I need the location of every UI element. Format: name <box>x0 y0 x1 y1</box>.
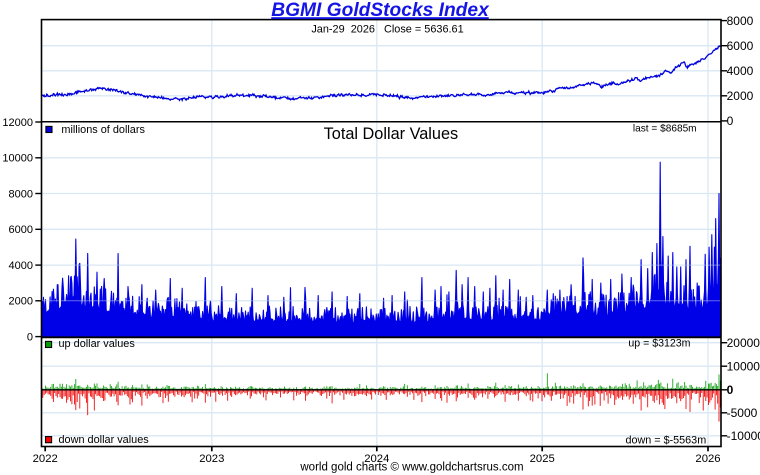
svg-text:-10000: -10000 <box>727 429 760 443</box>
svg-text:2022: 2022 <box>33 453 58 465</box>
svg-text:BGMI GoldStocks Index: BGMI GoldStocks Index <box>271 0 490 21</box>
svg-text:2026: 2026 <box>695 453 720 465</box>
svg-text:Total Dollar Values: Total Dollar Values <box>324 125 459 143</box>
svg-text:0: 0 <box>727 383 734 397</box>
svg-text:2023: 2023 <box>199 453 224 465</box>
svg-text:6000: 6000 <box>9 224 33 236</box>
svg-text:0: 0 <box>727 114 734 128</box>
svg-text:world gold charts © www.goldch: world gold charts © www.goldchartsrus.co… <box>299 462 523 474</box>
svg-text:2025: 2025 <box>530 453 555 465</box>
svg-text:up dollar values: up dollar values <box>59 338 136 350</box>
svg-text:6000: 6000 <box>727 39 754 53</box>
svg-text:8000: 8000 <box>727 14 754 28</box>
svg-text:up = $3123m: up = $3123m <box>628 337 690 349</box>
svg-text:-5000: -5000 <box>727 406 758 420</box>
svg-text:millions of dollars: millions of dollars <box>61 124 145 136</box>
svg-text:2024: 2024 <box>364 453 389 465</box>
svg-text:10000: 10000 <box>727 359 760 373</box>
svg-text:2000: 2000 <box>9 296 33 308</box>
svg-text:Jan-29 2026 Close = 5636.61: Jan-29 2026 Close = 5636.61 <box>311 23 463 35</box>
svg-text:down = $-5563m: down = $-5563m <box>625 434 706 446</box>
svg-text:0: 0 <box>27 331 33 343</box>
svg-text:last = $8685m: last = $8685m <box>633 123 697 134</box>
svg-text:10000: 10000 <box>2 153 33 165</box>
svg-text:4000: 4000 <box>9 260 33 272</box>
svg-text:2000: 2000 <box>727 89 754 103</box>
svg-text:12000: 12000 <box>2 117 33 129</box>
svg-text:20000: 20000 <box>727 336 760 350</box>
svg-text:4000: 4000 <box>727 64 754 78</box>
svg-text:down dollar values: down dollar values <box>59 434 150 446</box>
svg-text:8000: 8000 <box>9 188 33 200</box>
